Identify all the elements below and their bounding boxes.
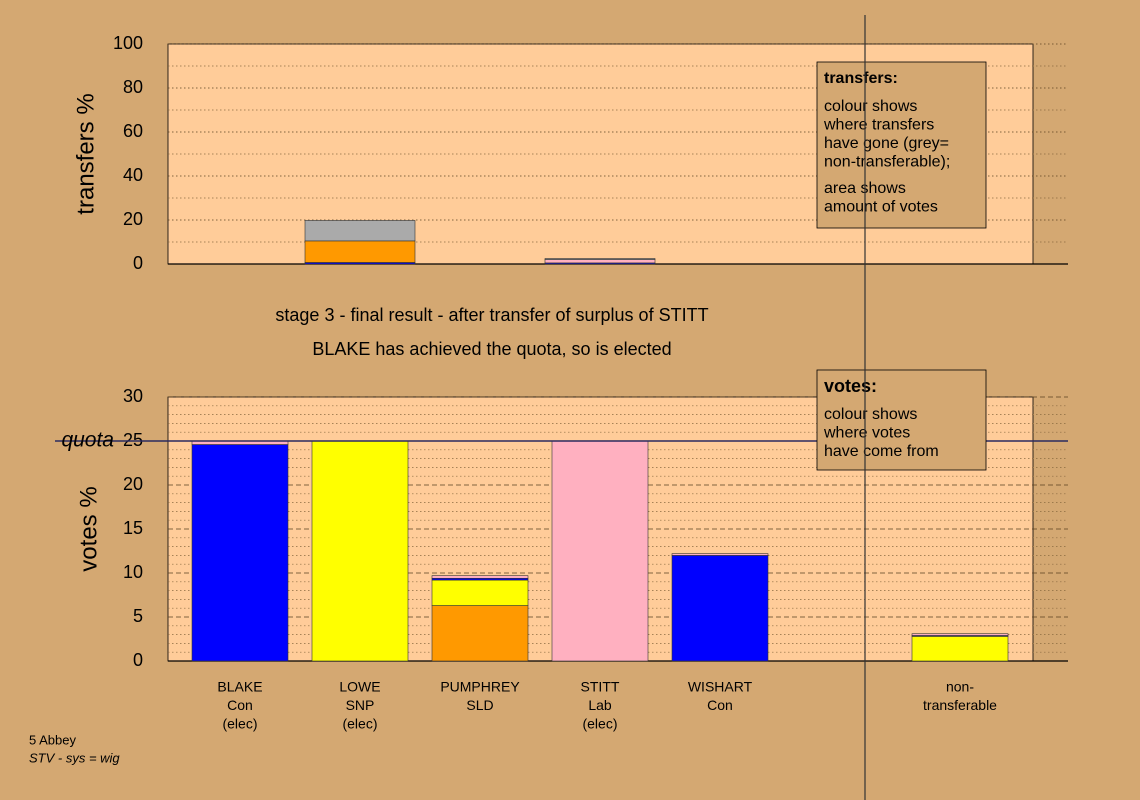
bar-segment bbox=[304, 240, 416, 263]
x-tick-label: (elec) bbox=[222, 716, 257, 732]
x-tick-label: PUMPHREY bbox=[440, 679, 520, 695]
bar-segment bbox=[911, 633, 1009, 636]
x-tick-label: transferable bbox=[923, 697, 997, 713]
x-tick-label: Con bbox=[707, 697, 733, 713]
x-tick-label: Lab bbox=[588, 697, 612, 713]
y-tick-label: 40 bbox=[123, 165, 143, 185]
y-tick-label: 25 bbox=[123, 430, 143, 450]
x-tick-label: STITT bbox=[581, 679, 620, 695]
bar-segment bbox=[311, 440, 409, 662]
y-tick-label: 0 bbox=[133, 650, 143, 670]
y-tick-label: 30 bbox=[123, 386, 143, 406]
x-tick-label: WISHART bbox=[688, 679, 753, 695]
y-axis-label: transfers % bbox=[72, 93, 99, 214]
legend-text: colour shows bbox=[824, 98, 917, 115]
bar-segment bbox=[671, 553, 769, 556]
y-tick-label: 100 bbox=[113, 33, 143, 53]
legend-text: amount of votes bbox=[824, 199, 938, 216]
bar-segment bbox=[544, 258, 656, 260]
bar-segment bbox=[544, 259, 656, 264]
y-tick-label: 80 bbox=[123, 77, 143, 97]
x-tick-label: SLD bbox=[466, 697, 493, 713]
x-tick-label: SNP bbox=[346, 697, 375, 713]
x-tick-label: BLAKE bbox=[217, 679, 262, 695]
stage-text: stage 3 - final result - after transfer … bbox=[275, 305, 708, 325]
legend-text: colour shows bbox=[824, 406, 917, 423]
bar-segment bbox=[911, 636, 1009, 662]
bar-segment bbox=[431, 605, 529, 662]
x-tick-label: LOWE bbox=[339, 679, 380, 695]
y-tick-label: 60 bbox=[123, 121, 143, 141]
legend-text: where transfers bbox=[823, 117, 934, 134]
y-tick-label: 0 bbox=[133, 253, 143, 273]
bar-segment bbox=[191, 444, 289, 662]
y-tick-label: 20 bbox=[123, 209, 143, 229]
bar-segment bbox=[304, 220, 416, 242]
x-tick-label: Con bbox=[227, 697, 253, 713]
bar-segment bbox=[551, 440, 649, 662]
bar-segment bbox=[671, 555, 769, 662]
y-tick-label: 10 bbox=[123, 562, 143, 582]
y-tick-label: 15 bbox=[123, 518, 143, 538]
legend-text: have gone (grey= bbox=[824, 135, 949, 152]
legend-title: votes: bbox=[824, 376, 877, 396]
legend-box bbox=[816, 369, 987, 471]
bar-segment bbox=[431, 579, 529, 606]
y-tick-label: 20 bbox=[123, 474, 143, 494]
quota-label: quota bbox=[61, 429, 114, 452]
footer-text: STV - sys = wig bbox=[29, 750, 120, 765]
legend-box bbox=[816, 61, 987, 229]
legend-text: have come from bbox=[824, 443, 939, 460]
y-axis-label: votes % bbox=[75, 486, 102, 571]
x-tick-label: (elec) bbox=[582, 716, 617, 732]
stage-text: BLAKE has achieved the quota, so is elec… bbox=[312, 339, 671, 359]
legend-text: where votes bbox=[823, 425, 910, 442]
legend-text: non-transferable); bbox=[824, 154, 950, 171]
x-tick-label: (elec) bbox=[342, 716, 377, 732]
footer-text: 5 Abbey bbox=[29, 732, 76, 747]
legend-title: transfers: bbox=[824, 70, 898, 87]
y-tick-label: 5 bbox=[133, 606, 143, 626]
bar-segment bbox=[431, 575, 529, 579]
x-tick-label: non- bbox=[946, 679, 974, 695]
